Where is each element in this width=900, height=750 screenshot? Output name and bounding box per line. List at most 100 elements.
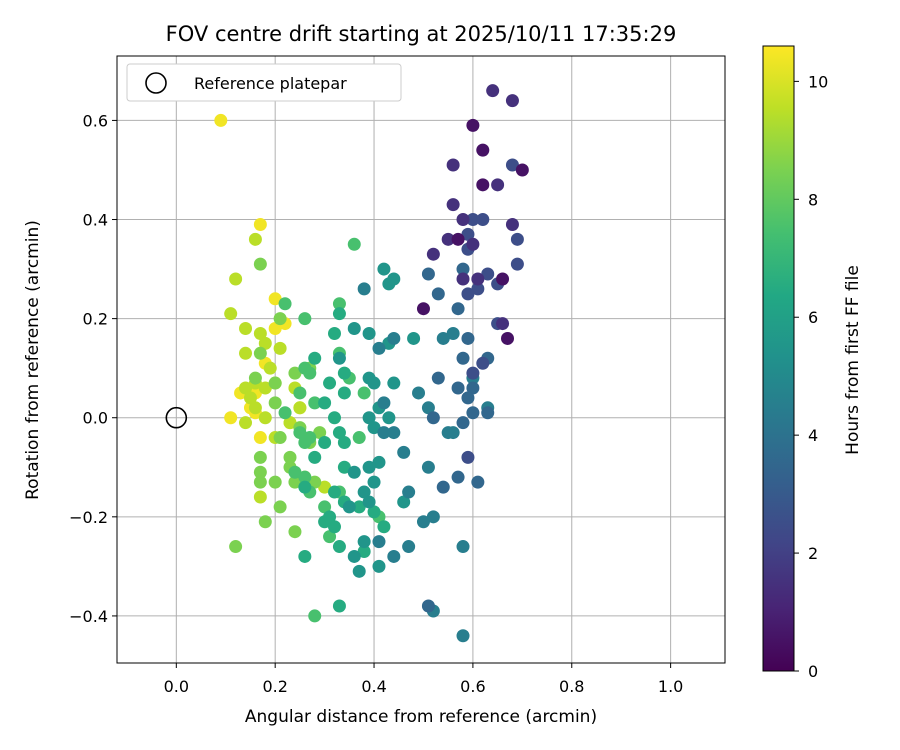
scatter-point xyxy=(342,500,356,514)
scatter-point xyxy=(248,232,262,246)
scatter-point xyxy=(436,331,450,345)
plot-frame xyxy=(116,55,726,664)
scatter-point xyxy=(318,435,332,449)
scatter-point xyxy=(283,450,297,464)
scatter-point xyxy=(288,465,302,479)
colorbar-tick-label: 4 xyxy=(808,426,818,445)
scatter-point xyxy=(372,535,386,549)
scatter-point xyxy=(239,346,253,360)
scatter-point xyxy=(362,411,376,425)
scatter-point xyxy=(352,564,366,578)
scatter-point xyxy=(505,94,519,108)
x-tick-label: 0.0 xyxy=(164,677,189,696)
scatter-point xyxy=(367,505,381,519)
scatter-point xyxy=(377,520,391,534)
scatter-point xyxy=(352,431,366,445)
scatter-point xyxy=(323,530,337,544)
scatter-point xyxy=(298,435,312,449)
scatter-point xyxy=(402,540,416,554)
y-tick-label: −0.2 xyxy=(69,508,108,527)
scatter-point xyxy=(327,485,341,499)
scatter-points xyxy=(214,84,529,643)
scatter-point xyxy=(496,317,510,331)
x-tick-label: 0.6 xyxy=(460,677,485,696)
y-tick-label: 0.0 xyxy=(83,409,108,428)
scatter-point xyxy=(293,426,307,440)
scatter-point xyxy=(278,297,292,311)
scatter-point xyxy=(253,490,267,504)
reference-point-marker xyxy=(165,406,188,429)
scatter-point xyxy=(416,515,430,529)
scatter-point xyxy=(456,629,470,643)
scatter-point xyxy=(382,411,396,425)
scatter-point xyxy=(461,331,475,345)
scatter-point xyxy=(258,411,272,425)
scatter-point xyxy=(347,549,361,563)
colorbar-tick-label: 2 xyxy=(808,544,818,563)
scatter-point xyxy=(327,520,341,534)
scatter-point xyxy=(481,406,495,420)
scatter-point xyxy=(362,495,376,509)
scatter-point xyxy=(253,475,267,489)
scatter-point xyxy=(239,381,253,395)
scatter-point xyxy=(337,435,351,449)
scatter-point xyxy=(387,272,401,286)
scatter-point xyxy=(461,227,475,241)
scatter-point xyxy=(258,515,272,529)
scatter-point xyxy=(288,525,302,539)
scatter-point xyxy=(436,480,450,494)
scatter-point xyxy=(486,84,500,98)
scatter-point xyxy=(318,396,332,410)
colorbar-tick-label: 10 xyxy=(808,72,828,91)
scatter-point xyxy=(461,287,475,301)
scatter-point xyxy=(431,287,445,301)
x-tick-label: 0.8 xyxy=(559,677,584,696)
scatter-point xyxy=(446,426,460,440)
scatter-point xyxy=(318,500,332,514)
legend-box xyxy=(126,63,402,102)
scatter-point xyxy=(313,426,327,440)
scatter-point xyxy=(446,158,460,172)
scatter-point xyxy=(466,406,480,420)
scatter-point xyxy=(332,426,346,440)
legend-label: Reference platepar xyxy=(194,74,347,93)
scatter-point xyxy=(456,272,470,286)
scatter-point xyxy=(332,540,346,554)
scatter-point xyxy=(229,540,243,554)
scatter-point xyxy=(253,217,267,231)
scatter-point xyxy=(308,450,322,464)
scatter-point xyxy=(476,143,490,157)
scatter-point xyxy=(308,609,322,623)
scatter-point xyxy=(456,213,470,227)
scatter-point xyxy=(466,366,480,380)
scatter-point xyxy=(491,178,505,192)
scatter-point xyxy=(397,445,411,459)
scatter-point xyxy=(357,282,371,296)
scatter-point xyxy=(248,401,262,415)
scatter-point xyxy=(308,351,322,365)
y-tick-label: −0.4 xyxy=(69,607,108,626)
scatter-point xyxy=(253,346,267,360)
scatter-point xyxy=(268,322,282,336)
scatter-point xyxy=(273,431,287,445)
scatter-point xyxy=(253,431,267,445)
scatter-point xyxy=(318,480,332,494)
scatter-point xyxy=(268,475,282,489)
scatter-point xyxy=(471,475,485,489)
scatter-point xyxy=(466,118,480,132)
scatter-point xyxy=(367,376,381,390)
scatter-point xyxy=(253,450,267,464)
scatter-point xyxy=(308,396,322,410)
colorbar: 0 2 4 6 8 10 Hours from first FF file xyxy=(762,45,863,681)
scatter-point xyxy=(456,262,470,276)
scatter-point xyxy=(451,232,465,246)
scatter-point xyxy=(337,366,351,380)
scatter-point xyxy=(407,331,421,345)
colorbar-label: Hours from first FF file xyxy=(843,265,863,455)
scatter-point xyxy=(283,416,297,430)
scatter-point xyxy=(268,396,282,410)
x-axis-ticks: 0.0 0.2 0.4 0.6 0.8 1.0 xyxy=(164,663,683,696)
scatter-point xyxy=(298,312,312,326)
scatter-point xyxy=(476,356,490,370)
scatter-point xyxy=(293,401,307,415)
